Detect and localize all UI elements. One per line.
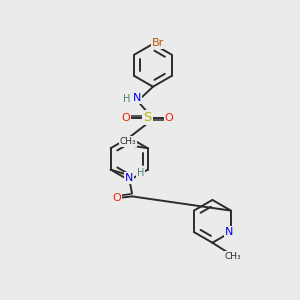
Text: Br: Br — [152, 38, 164, 48]
Text: H: H — [137, 169, 144, 178]
Text: O: O — [112, 193, 121, 203]
Text: CH₃: CH₃ — [225, 252, 242, 261]
Text: O: O — [165, 113, 173, 123]
Text: N: N — [225, 227, 234, 237]
Text: N: N — [132, 93, 141, 103]
Text: N: N — [125, 173, 133, 183]
Text: CH₃: CH₃ — [119, 137, 136, 146]
Text: O: O — [122, 113, 130, 123]
Text: H: H — [122, 94, 130, 103]
Text: S: S — [143, 111, 152, 124]
